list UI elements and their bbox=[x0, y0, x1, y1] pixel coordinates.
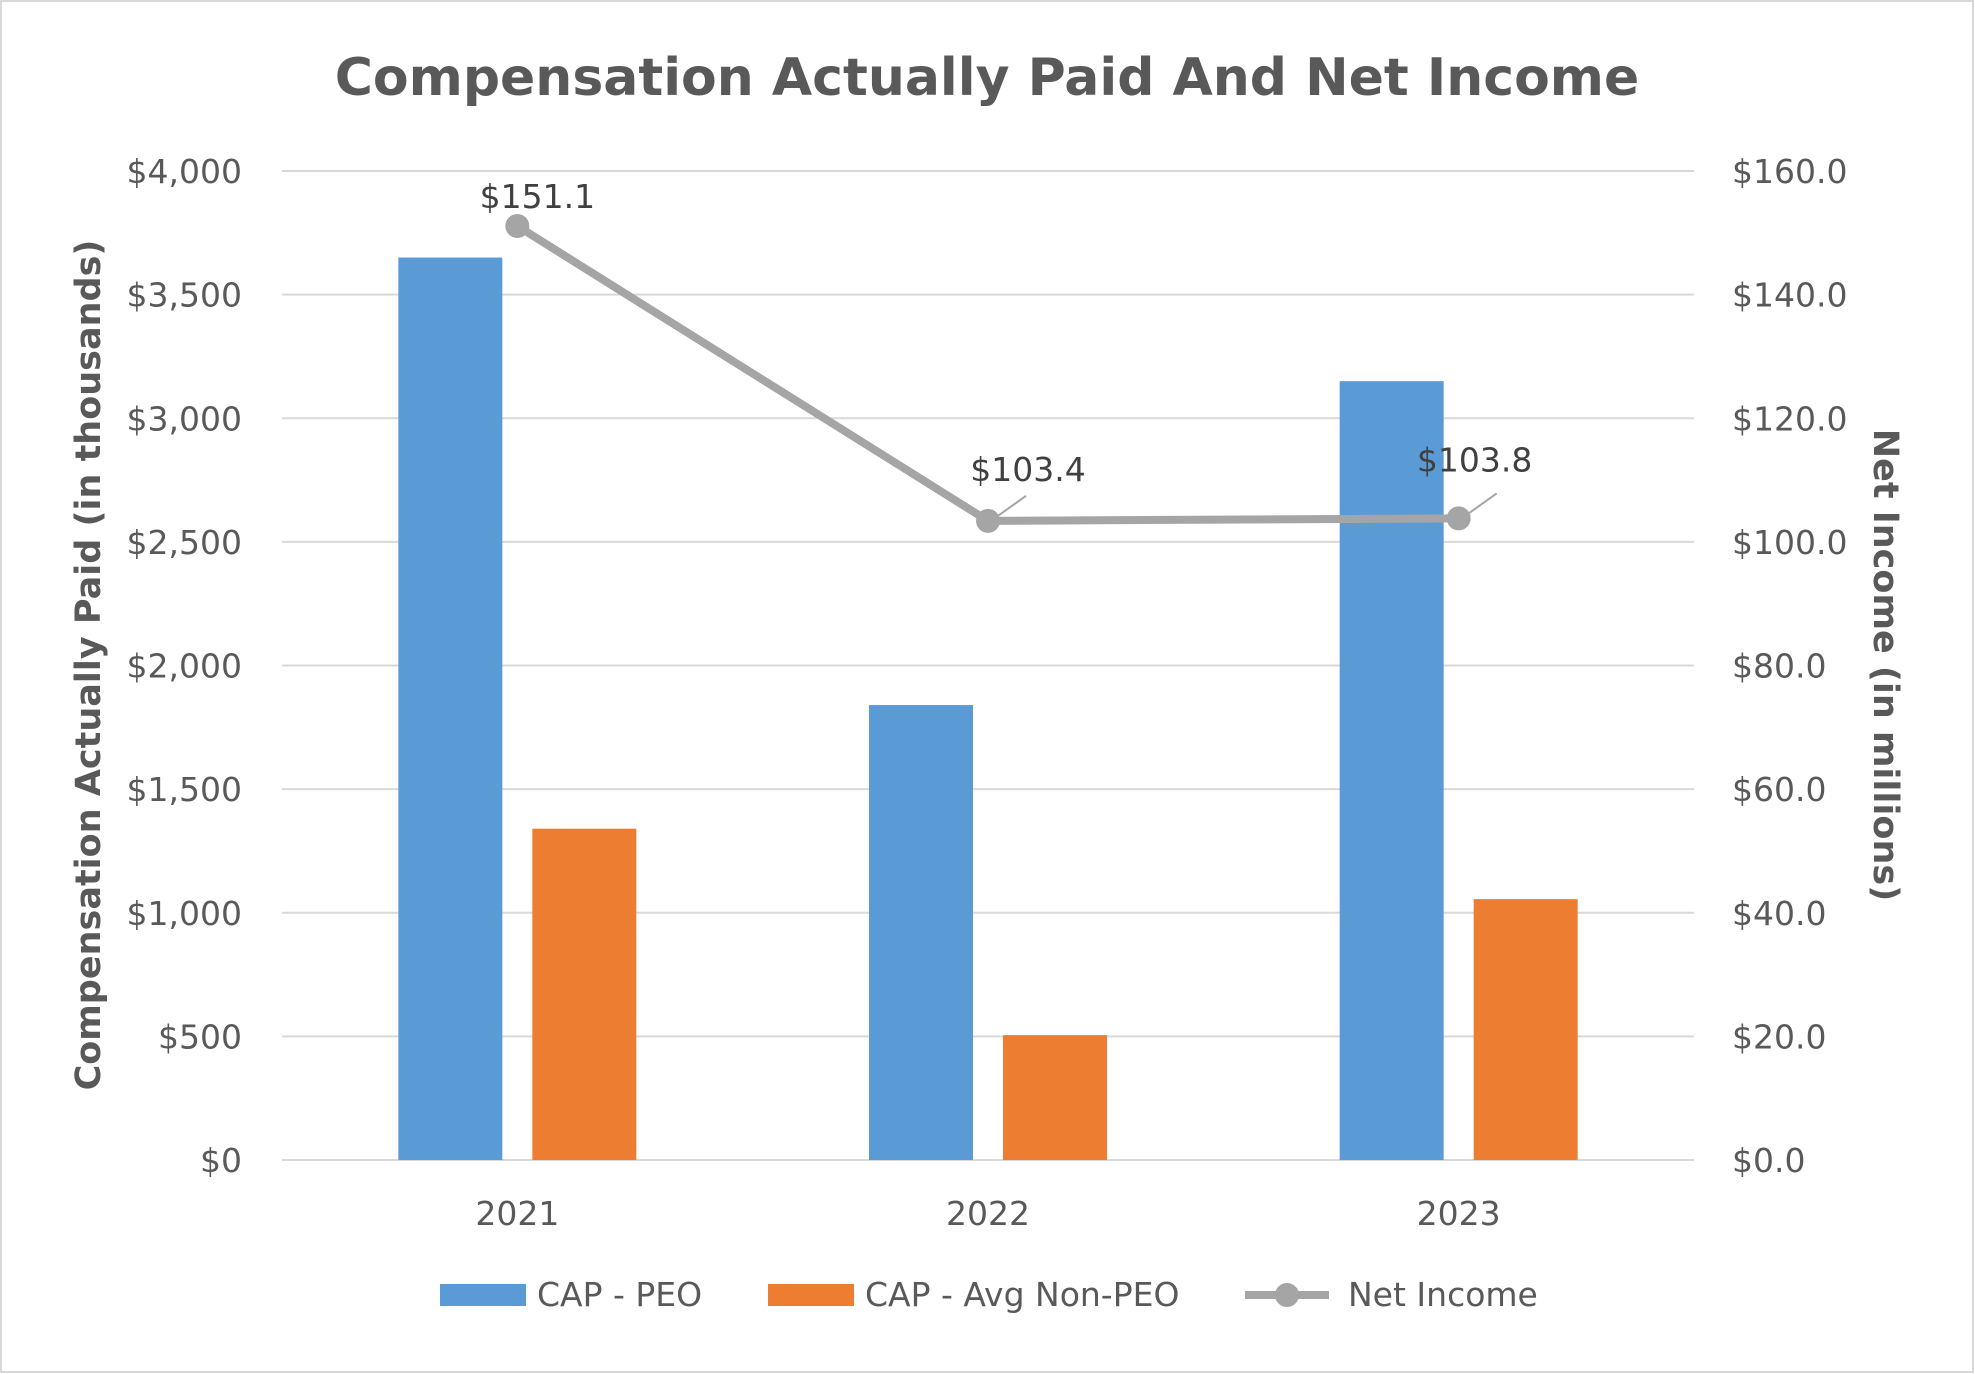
right-tick-label: $100.0 bbox=[1732, 523, 1847, 562]
bar-cap-peo-2021 bbox=[398, 257, 503, 1161]
right-tick-label: $140.0 bbox=[1732, 276, 1847, 315]
net-income-line-group: $151.1 $103.4 $103.8 bbox=[480, 177, 1532, 533]
right-tick-label: $40.0 bbox=[1732, 894, 1826, 933]
right-tick-label: $0.0 bbox=[1732, 1141, 1805, 1180]
bar-cap-avg-non-peo-2023 bbox=[1473, 899, 1578, 1160]
right-tick-label: $20.0 bbox=[1732, 1017, 1826, 1056]
bars bbox=[398, 257, 1578, 1161]
right-axis-ticks: $0.0 $20.0 $40.0 $60.0 $80.0 $100.0 $120.0 $140… bbox=[1732, 152, 1847, 1180]
bar-cap-peo-2023 bbox=[1339, 381, 1444, 1161]
chart-title: Compensation Actually Paid And Net Incom… bbox=[335, 48, 1640, 108]
net-income-point-2021 bbox=[505, 214, 530, 239]
net-income-data-label: $103.8 bbox=[1417, 440, 1532, 479]
left-tick-label: $4,000 bbox=[127, 152, 242, 191]
right-tick-label: $120.0 bbox=[1732, 399, 1847, 438]
data-label-leader bbox=[1468, 492, 1498, 515]
left-axis-ticks: $0 $500 $1,000 $1,500 $2,000 $2,500 $3,000 $3,5… bbox=[127, 152, 242, 1180]
legend-marker-net-income bbox=[1275, 1283, 1299, 1307]
data-label-leader bbox=[997, 495, 1027, 517]
bar-cap-avg-non-peo-2021 bbox=[532, 828, 637, 1160]
x-tick-label: 2022 bbox=[946, 1194, 1030, 1233]
x-axis-ticks: 2021 2022 2023 bbox=[475, 1194, 1500, 1233]
left-tick-label: $3,000 bbox=[127, 399, 242, 438]
legend: CAP - PEO CAP - Avg Non-PEO Net Income bbox=[440, 1275, 1538, 1314]
left-tick-label: $1,500 bbox=[127, 770, 242, 809]
bar-cap-avg-non-peo-2022 bbox=[1003, 1035, 1107, 1160]
left-tick-label: $2,000 bbox=[127, 647, 242, 686]
legend-label-cap-peo: CAP - PEO bbox=[537, 1275, 702, 1314]
right-tick-label: $80.0 bbox=[1732, 647, 1826, 686]
gridlines bbox=[282, 170, 1694, 1161]
right-tick-label: $60.0 bbox=[1732, 770, 1826, 809]
net-income-data-label: $151.1 bbox=[480, 177, 595, 216]
left-tick-label: $0 bbox=[200, 1141, 242, 1180]
x-tick-label: 2021 bbox=[475, 1194, 559, 1233]
legend-label-net-income: Net Income bbox=[1348, 1275, 1538, 1314]
legend-swatch-cap-avg-non-peo bbox=[768, 1284, 854, 1306]
right-axis-title: Net Income (in millions) bbox=[1865, 429, 1905, 901]
net-income-point-2022 bbox=[976, 508, 1000, 533]
left-tick-label: $3,500 bbox=[127, 276, 242, 315]
right-tick-label: $160.0 bbox=[1732, 152, 1847, 191]
net-income-data-label: $103.4 bbox=[970, 450, 1085, 489]
legend-label-cap-avg-non-peo: CAP - Avg Non-PEO bbox=[865, 1275, 1179, 1314]
left-tick-label: $2,500 bbox=[127, 523, 242, 562]
left-tick-label: $500 bbox=[158, 1017, 242, 1056]
net-income-point-2023 bbox=[1446, 506, 1471, 531]
left-tick-label: $1,000 bbox=[127, 894, 242, 933]
left-axis-title: Compensation Actually Paid (in thousands… bbox=[69, 240, 109, 1091]
bar-cap-peo-2022 bbox=[869, 705, 973, 1160]
x-tick-label: 2023 bbox=[1417, 1194, 1501, 1233]
legend-swatch-cap-peo bbox=[440, 1284, 526, 1306]
